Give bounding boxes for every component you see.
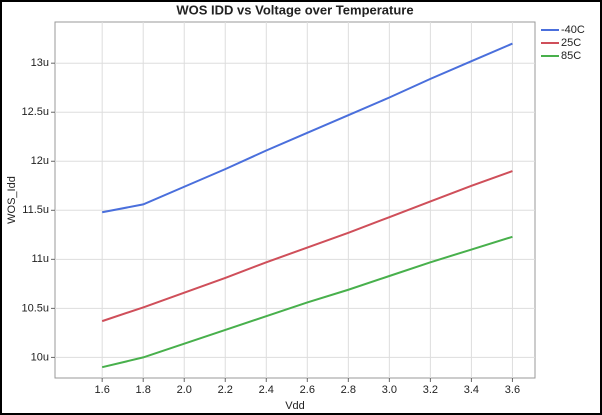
x-tick-label: 1.8 bbox=[136, 384, 151, 396]
y-tick-label: 10u bbox=[31, 351, 49, 363]
legend-label: -40C bbox=[561, 24, 585, 36]
x-tick-label: 3.2 bbox=[423, 384, 438, 396]
y-tick-label: 12u bbox=[31, 155, 49, 167]
y-tick-label: 12.5u bbox=[21, 106, 49, 118]
x-tick-label: 2.4 bbox=[259, 384, 274, 396]
x-tick-label: 1.6 bbox=[95, 384, 110, 396]
plot-area bbox=[54, 21, 536, 379]
x-axis-label: Vdd bbox=[285, 400, 305, 412]
y-tick-label: 11u bbox=[31, 253, 49, 265]
x-tick-label: 2.0 bbox=[177, 384, 192, 396]
x-tick-label: 3.6 bbox=[505, 384, 520, 396]
chart-title: WOS IDD vs Voltage over Temperature bbox=[176, 2, 413, 17]
x-tick-label: 3.0 bbox=[382, 384, 397, 396]
x-tick-label: 2.8 bbox=[341, 384, 356, 396]
x-tick-label: 3.4 bbox=[464, 384, 479, 396]
series-line bbox=[101, 235, 513, 369]
series-line bbox=[101, 170, 513, 323]
y-axis-label: WOS_Idd bbox=[6, 176, 18, 224]
y-tick-label: 10.5u bbox=[21, 302, 49, 314]
series-line bbox=[101, 42, 513, 214]
y-tick-label: 13u bbox=[31, 57, 49, 69]
legend-label: 25C bbox=[561, 37, 581, 49]
x-tick-label: 2.2 bbox=[218, 384, 233, 396]
x-tick-label: 2.6 bbox=[300, 384, 315, 396]
y-tick-label: 11.5u bbox=[22, 204, 49, 216]
legend-label: 85C bbox=[561, 50, 581, 62]
